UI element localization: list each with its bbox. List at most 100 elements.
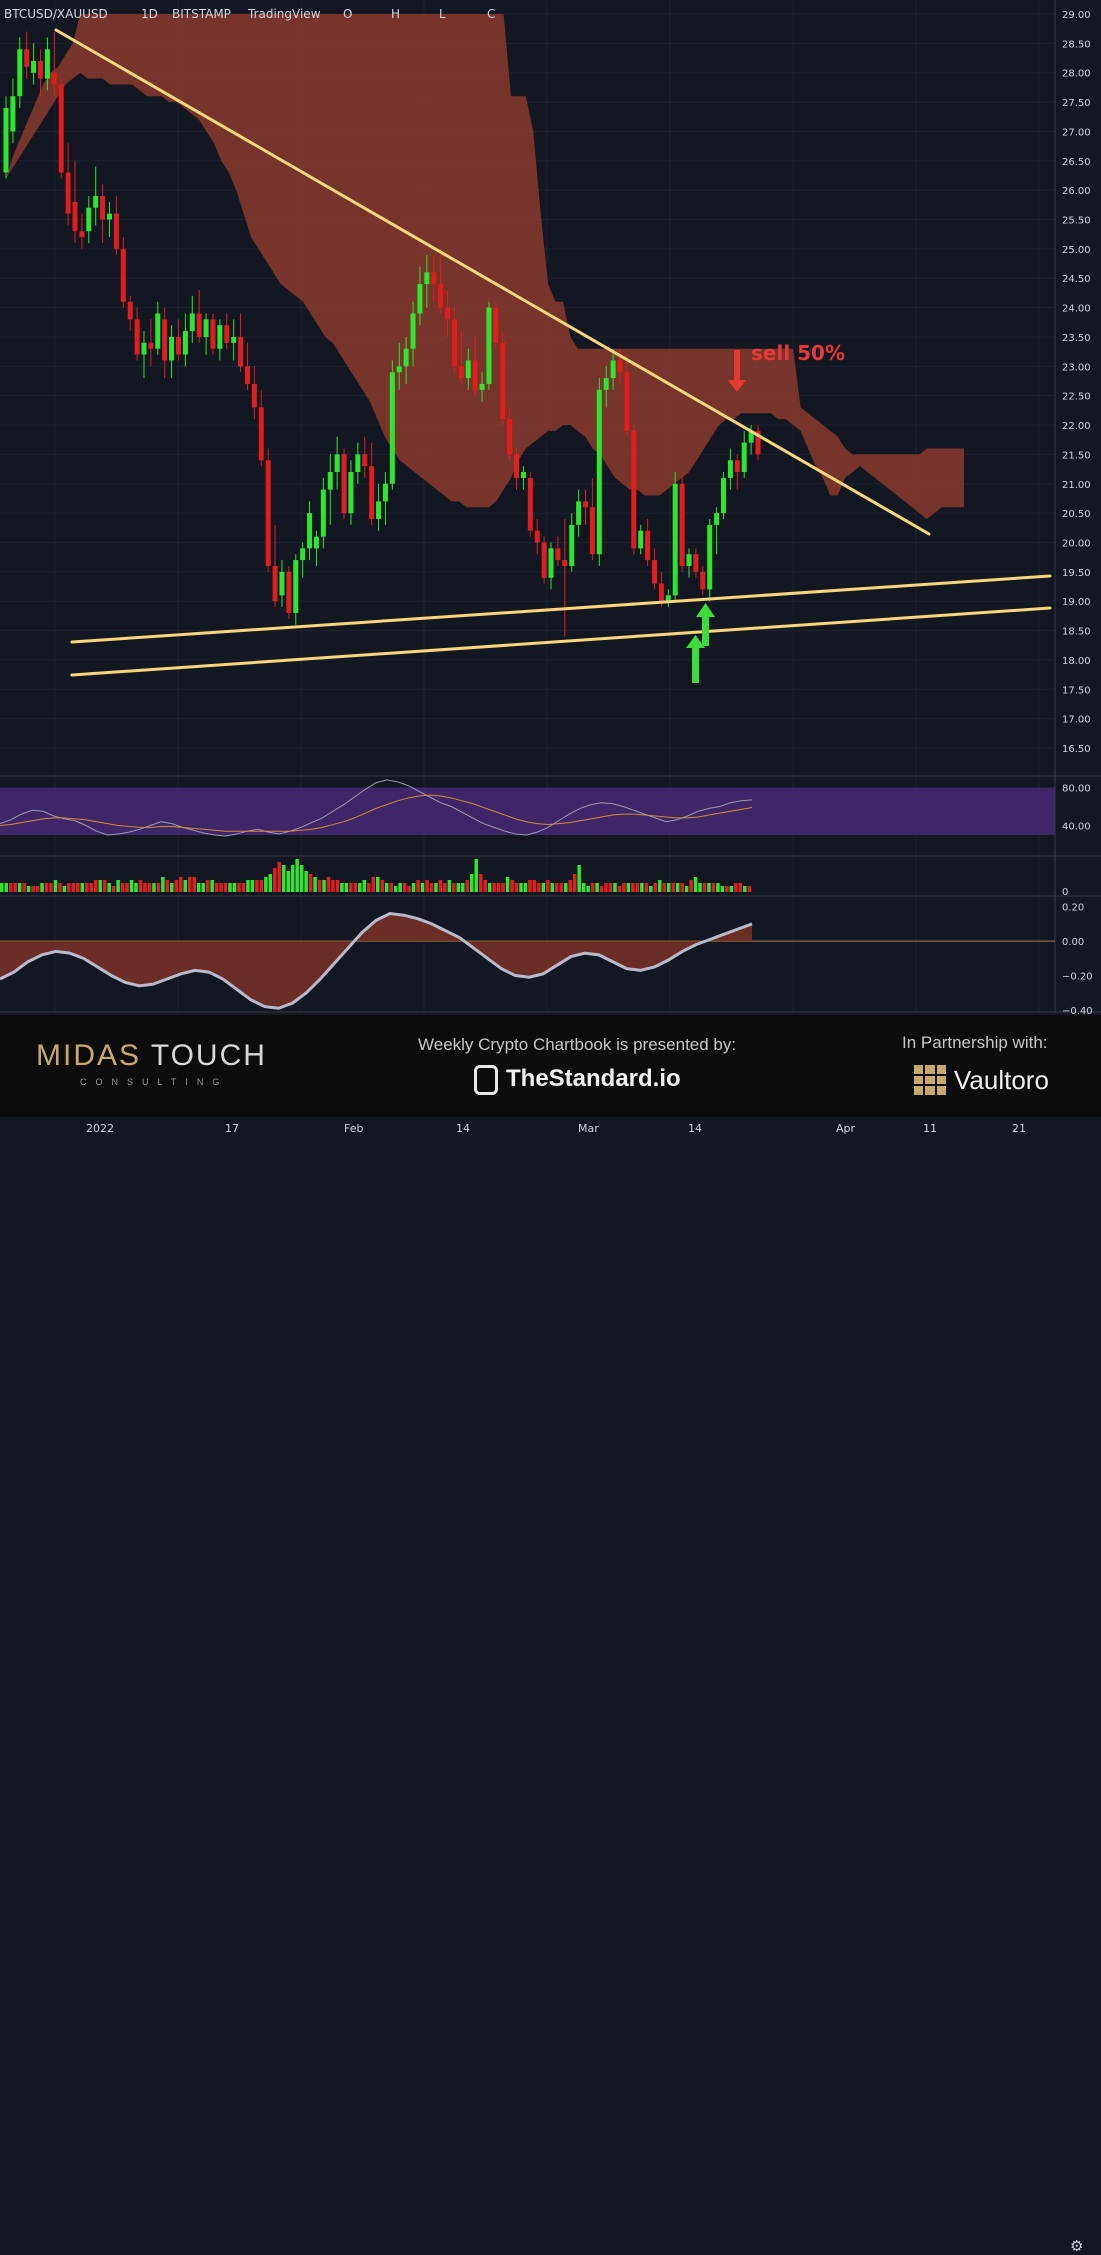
candle-body [231, 336, 237, 343]
candle [755, 425, 761, 461]
candle-body [376, 501, 382, 519]
candle-body [665, 595, 671, 602]
gear-icon[interactable]: ⚙ [1070, 2237, 1084, 2255]
volume-bar [689, 880, 693, 892]
candle-body [127, 301, 133, 320]
volume-bar [546, 880, 550, 892]
candle-body [37, 60, 43, 79]
candle-body [596, 389, 602, 555]
volume-bar [188, 877, 192, 892]
candle [231, 319, 237, 361]
volume-bar [456, 883, 461, 892]
y-tick-label: 17.50 [1062, 685, 1091, 696]
candle-body [583, 501, 589, 508]
volume-bar [572, 874, 577, 892]
volume-bar [367, 883, 371, 892]
candle [293, 554, 299, 625]
candle [362, 436, 368, 478]
candle [196, 289, 202, 343]
candle [596, 378, 602, 566]
volume-bar [626, 883, 631, 892]
volume-bar [586, 886, 590, 892]
candle-body [507, 419, 513, 455]
volume-bar [698, 883, 702, 892]
candle [693, 548, 699, 578]
volume-bar [264, 877, 268, 892]
candle [534, 518, 540, 555]
candle [396, 342, 402, 390]
volume-bar [129, 880, 134, 892]
y-tick-label: 24.50 [1062, 274, 1091, 285]
candle [203, 313, 209, 355]
candle-body [196, 313, 202, 337]
x-tick-label: Feb [344, 1122, 364, 1135]
volume-bar [729, 886, 734, 892]
candle-body [500, 342, 506, 420]
volume-bar [98, 880, 102, 892]
candle [79, 213, 85, 249]
candle [244, 342, 250, 390]
volume-bar [532, 880, 537, 892]
candle [10, 78, 16, 144]
candle-body [251, 383, 257, 408]
volume-bar [487, 883, 492, 892]
candle-body [106, 213, 112, 220]
candle [721, 472, 727, 519]
chart-canvas[interactable]: 29.00 28.50 28.00 27.50 27.00 26.50 26.00 25.50… [0, 0, 1101, 1117]
y-tick-label: 29.00 [1062, 10, 1091, 21]
consulting-tagline: CONSULTING [80, 1077, 229, 1087]
candle-body [541, 542, 547, 578]
volume-bar [120, 883, 125, 892]
candle-body [693, 554, 699, 572]
rsi-line [0, 794, 753, 832]
volume-bar [675, 883, 680, 892]
volume-bar [550, 883, 555, 892]
volume-bar [376, 877, 380, 892]
volume-bar [192, 877, 196, 892]
volume-bar [4, 883, 8, 892]
volume-bar [514, 883, 519, 892]
candle-body [341, 454, 347, 514]
volume-bar [183, 880, 188, 892]
volume-bar [631, 883, 635, 892]
candle [327, 454, 333, 525]
candle [389, 360, 395, 490]
candle [265, 448, 271, 572]
volume-bar [434, 883, 438, 892]
candle [127, 295, 133, 332]
thestandard-icon [474, 1065, 498, 1095]
volume-bar [420, 883, 425, 892]
candle [65, 143, 71, 226]
candle-body [31, 60, 37, 73]
volume-bar [384, 883, 389, 892]
volume-bar [389, 883, 393, 892]
candle [3, 96, 9, 179]
candle [493, 301, 499, 349]
osc-area [0, 913, 752, 1009]
volume-bar [658, 880, 662, 892]
sponsor-footer: MIDAS TOUCH CONSULTING Weekly Crypto Cha… [0, 1015, 1101, 1117]
volume-bar [581, 883, 586, 892]
y-tick-label: 23.50 [1062, 333, 1091, 344]
candle [472, 336, 478, 396]
y-tick-label: 16.50 [1062, 744, 1091, 755]
volume-bar [255, 880, 259, 892]
candle [589, 477, 595, 561]
candle [576, 489, 582, 537]
volume-bar [483, 880, 487, 892]
candle-body [486, 307, 492, 384]
volume-bar [53, 880, 58, 892]
candle-body [514, 454, 520, 478]
volume-bar [308, 874, 313, 892]
volume-tick-label: 0 [1062, 887, 1068, 898]
volume-bar [653, 883, 658, 892]
volume-bar [85, 883, 89, 892]
volume-bar [617, 886, 622, 892]
candle [44, 37, 50, 91]
candle-body [120, 248, 126, 302]
y-tick-label: 24.00 [1062, 304, 1091, 315]
candle-body [238, 336, 244, 367]
time-axis[interactable]: 2022 17 Feb 14 Mar 14 Apr 11 21 ⚙ [0, 1117, 1101, 2255]
volume-bar [555, 883, 559, 892]
candle [134, 307, 140, 361]
